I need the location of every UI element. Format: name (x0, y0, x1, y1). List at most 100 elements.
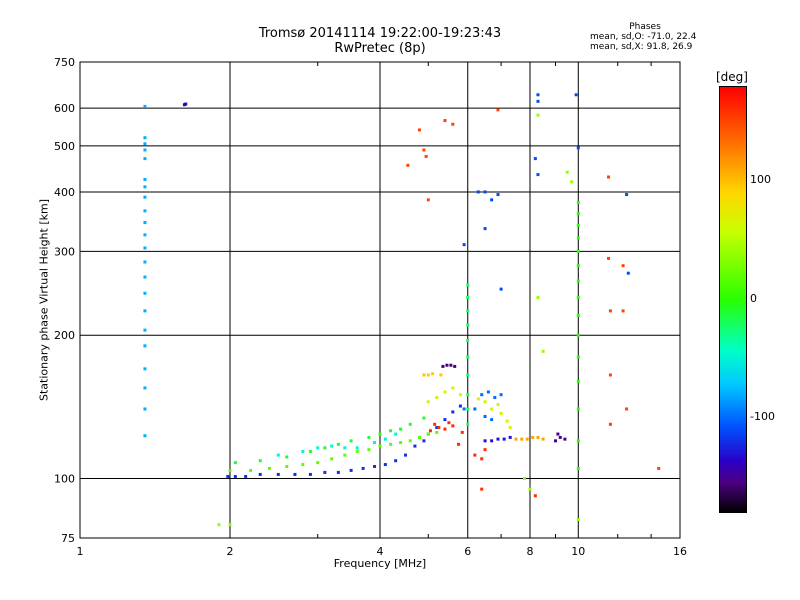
data-point (473, 453, 477, 457)
data-point (233, 461, 237, 465)
data-point (508, 435, 512, 439)
title-line-2: RwPretec (8p) (334, 41, 426, 56)
phase-stats: Phases mean, sd,O: -71.0, 22.4 mean, sd,… (590, 22, 700, 52)
data-point (466, 338, 470, 342)
data-point (143, 328, 147, 332)
data-point (308, 449, 312, 453)
data-point (399, 427, 403, 431)
data-point (576, 518, 580, 522)
data-point (528, 487, 532, 491)
data-point (373, 464, 377, 468)
data-point (483, 227, 487, 231)
data-points (143, 93, 661, 527)
data-point (608, 309, 612, 313)
x-tick-label: 2 (227, 545, 234, 558)
data-point (576, 355, 580, 359)
data-point (426, 198, 430, 202)
data-point (480, 393, 484, 397)
x-axis-ticks: 1 2 4 6 8 10 16 (77, 62, 687, 558)
data-point (570, 180, 574, 184)
data-point (426, 432, 430, 436)
data-point (226, 474, 230, 478)
data-point (523, 477, 527, 481)
data-point (531, 435, 535, 439)
data-point (466, 309, 470, 313)
colorbar-tick-label: -100 (750, 409, 775, 423)
data-point (451, 410, 455, 414)
data-point (417, 435, 421, 439)
data-point (608, 373, 612, 377)
data-point (316, 461, 320, 465)
chart-title: Tromsø 20141114 19:22:00-19:23:43 RwPret… (230, 26, 530, 56)
data-point (383, 437, 387, 441)
data-point (576, 333, 580, 337)
data-point (576, 201, 580, 205)
data-point (496, 437, 500, 441)
plot-frame (79, 61, 681, 539)
y-tick-label: 75 (61, 532, 75, 545)
data-point (533, 494, 537, 498)
data-point (143, 344, 147, 348)
data-point (143, 221, 147, 225)
data-point (496, 193, 500, 197)
data-point (244, 474, 248, 478)
x-tick-label: 4 (377, 545, 384, 558)
data-point (449, 363, 453, 367)
data-point (499, 393, 503, 397)
data-point (451, 424, 455, 428)
data-point (466, 393, 470, 397)
data-point (378, 432, 382, 436)
data-point (565, 170, 569, 174)
data-point (143, 291, 147, 295)
data-point (576, 264, 580, 268)
data-point (258, 472, 262, 476)
data-point (574, 93, 578, 97)
data-point (143, 434, 147, 438)
data-point (431, 372, 435, 376)
y-tick-label: 750 (54, 56, 75, 69)
data-point (301, 449, 305, 453)
data-point (625, 193, 629, 197)
y-tick-label: 300 (54, 245, 75, 258)
data-point (508, 425, 512, 429)
data-point (394, 432, 398, 436)
data-point (355, 449, 359, 453)
data-point (389, 429, 393, 433)
x-axis-label: Frequency [MHz] (333, 557, 427, 570)
data-point (514, 437, 518, 441)
y-axis-label: Stationary phase Virtual Height [km] (37, 198, 51, 402)
data-point (576, 146, 580, 150)
data-point (576, 236, 580, 240)
data-point (143, 136, 147, 140)
data-point (576, 466, 580, 470)
x-tick-label: 10 (571, 545, 585, 558)
data-point (349, 439, 353, 443)
phase-stat-o: mean, sd,O: -71.0, 22.4 (590, 32, 697, 42)
colorbar-tick-label: 100 (750, 173, 771, 187)
data-point (422, 373, 426, 377)
data-point (558, 435, 562, 439)
data-point (233, 474, 237, 478)
y-axis-ticks: 75 100 200 300 400 500 600 750 (54, 56, 75, 545)
y-tick-label: 400 (54, 186, 75, 199)
data-point (607, 256, 611, 260)
data-point (441, 364, 445, 368)
data-point (576, 439, 580, 443)
phase-colorbar (719, 86, 747, 513)
data-point (143, 260, 147, 264)
data-point (399, 441, 403, 445)
data-point (143, 177, 147, 181)
data-point (476, 190, 480, 194)
data-point (228, 468, 232, 472)
data-point (217, 523, 221, 527)
data-point (428, 429, 432, 433)
data-point (143, 367, 147, 371)
data-point (483, 439, 487, 443)
data-point (143, 309, 147, 313)
data-point (293, 472, 297, 476)
y-tick-label: 600 (54, 102, 75, 115)
data-point (378, 444, 382, 448)
data-point (525, 437, 529, 441)
data-point (308, 472, 312, 476)
data-point (258, 459, 262, 463)
